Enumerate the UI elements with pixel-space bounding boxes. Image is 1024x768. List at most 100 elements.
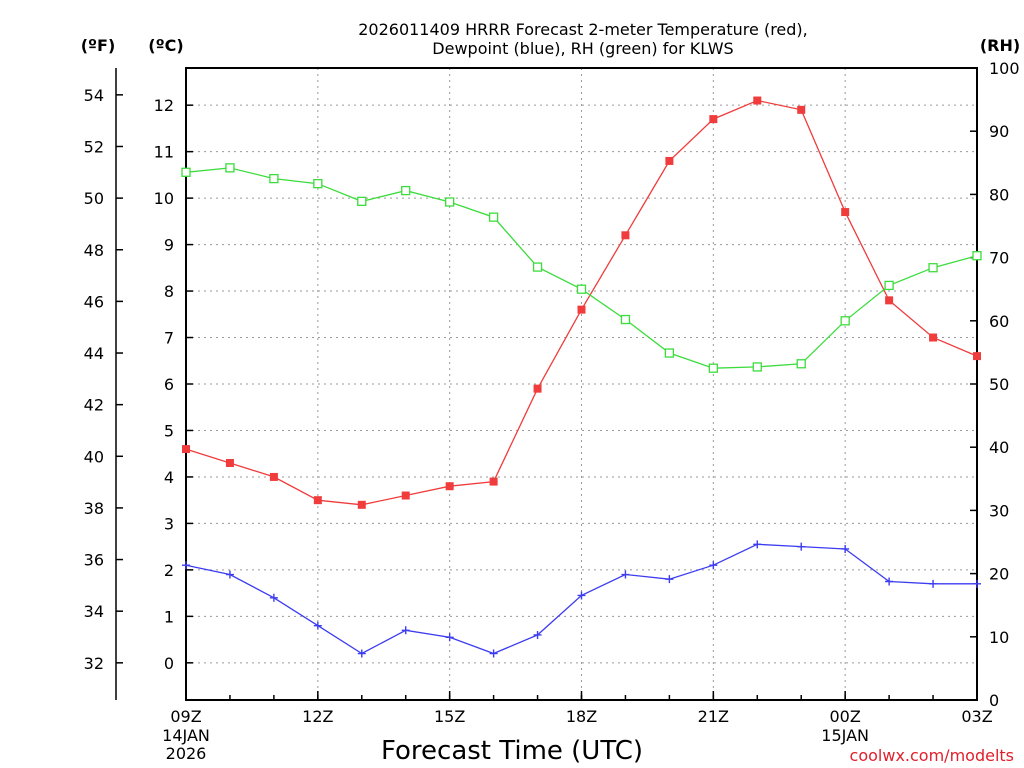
rh-point bbox=[708, 363, 718, 373]
text-layer: 2026011409 HRRR Forecast 2-meter Tempera… bbox=[81, 20, 1020, 766]
rh-point bbox=[269, 173, 279, 184]
axes bbox=[115, 67, 978, 701]
temperature-point bbox=[533, 384, 542, 393]
celsius-tick-label: 2 bbox=[164, 561, 174, 580]
celsius-tick-label: 10 bbox=[154, 189, 174, 208]
x-tick-label: 12Z bbox=[302, 707, 333, 726]
temperature-point bbox=[269, 472, 278, 481]
rh-point bbox=[752, 362, 762, 372]
fahrenheit-tick-label: 34 bbox=[84, 602, 104, 621]
dewpoint-point bbox=[841, 544, 850, 553]
x-tick-label: 00Z bbox=[830, 707, 861, 726]
x-tick-date-label: 15JAN bbox=[821, 726, 869, 745]
rh-point bbox=[225, 163, 235, 173]
temperature-point bbox=[445, 482, 454, 491]
rh-point bbox=[796, 359, 806, 369]
dewpoint-point bbox=[929, 579, 938, 588]
x-tick-label: 21Z bbox=[698, 707, 729, 726]
grid-lines bbox=[186, 68, 977, 700]
dewpoint-point bbox=[797, 542, 806, 551]
rh-point bbox=[181, 167, 191, 177]
dewpoint-point bbox=[973, 579, 981, 588]
x-tick-label: 03Z bbox=[961, 707, 992, 726]
dewpoint-point bbox=[313, 621, 322, 630]
temperature-point bbox=[885, 296, 894, 305]
rh-point bbox=[313, 179, 323, 189]
series-layer bbox=[181, 96, 982, 658]
rh-point bbox=[664, 348, 675, 358]
fahrenheit-tick-label: 50 bbox=[84, 189, 104, 208]
celsius-tick-label: 7 bbox=[164, 329, 174, 348]
temperature-series bbox=[182, 96, 981, 509]
dewpoint-point bbox=[709, 561, 718, 570]
rh-point bbox=[620, 314, 631, 325]
temperature-point bbox=[225, 459, 234, 467]
rh-point bbox=[488, 212, 499, 222]
rh-point bbox=[972, 251, 982, 261]
dewpoint-point bbox=[182, 561, 190, 570]
dewpoint-point bbox=[269, 593, 278, 602]
dewpoint-point bbox=[489, 649, 498, 658]
temperature-point bbox=[182, 445, 190, 454]
temperature-point bbox=[709, 115, 718, 124]
temperature-point bbox=[621, 231, 630, 240]
x-tick-label: 18Z bbox=[566, 707, 597, 726]
celsius-tick-label: 1 bbox=[164, 607, 174, 626]
rh-tick-label: 10 bbox=[989, 628, 1009, 647]
temperature-point bbox=[313, 496, 322, 505]
celsius-tick-label: 11 bbox=[154, 143, 174, 162]
celsius-tick-label: 9 bbox=[164, 236, 174, 255]
rh-point bbox=[576, 284, 587, 294]
temperature-point bbox=[797, 105, 806, 114]
rh-tick-label: 50 bbox=[989, 375, 1009, 394]
fahrenheit-tick-label: 42 bbox=[84, 396, 104, 415]
celsius-tick-label: 3 bbox=[164, 514, 174, 533]
dewpoint-point bbox=[401, 626, 410, 635]
temperature-point bbox=[973, 352, 981, 361]
fahrenheit-tick-label: 46 bbox=[84, 292, 104, 311]
dewpoint-point bbox=[753, 540, 762, 549]
rh-point bbox=[532, 262, 543, 272]
rh-tick-label: 40 bbox=[989, 438, 1009, 457]
fahrenheit-tick-label: 54 bbox=[84, 86, 104, 105]
rh-point bbox=[884, 280, 894, 291]
x-tick-label: 15Z bbox=[434, 707, 465, 726]
x-tick-label: 09Z bbox=[170, 707, 201, 726]
celsius-tick-label: 5 bbox=[164, 421, 174, 440]
x-tick-date-label: 14JAN bbox=[162, 726, 210, 745]
temperature-point bbox=[401, 491, 410, 500]
temperature-point bbox=[841, 208, 850, 217]
dewpoint-series bbox=[182, 540, 981, 658]
x-tick-year-label: 2026 bbox=[166, 744, 207, 763]
rh-series bbox=[181, 163, 982, 373]
rh-tick-label: 30 bbox=[989, 501, 1009, 520]
celsius-unit-label: (ºC) bbox=[148, 36, 183, 55]
dewpoint-point bbox=[577, 591, 586, 600]
rh-tick-label: 20 bbox=[989, 565, 1009, 584]
rh-point bbox=[928, 263, 938, 273]
rh-point bbox=[445, 197, 455, 207]
rh-tick-label: 90 bbox=[989, 122, 1009, 141]
temperature-point bbox=[489, 477, 498, 486]
temperature-point bbox=[357, 500, 366, 509]
temperature-point bbox=[577, 305, 586, 314]
celsius-tick-label: 4 bbox=[164, 468, 174, 487]
fahrenheit-tick-label: 36 bbox=[84, 551, 104, 570]
rh-point bbox=[401, 185, 411, 196]
fahrenheit-tick-label: 40 bbox=[84, 447, 104, 466]
chart-title-line2: Dewpoint (blue), RH (green) for KLWS bbox=[432, 39, 733, 58]
fahrenheit-tick-label: 44 bbox=[84, 344, 104, 363]
rh-point bbox=[840, 316, 850, 326]
dewpoint-point bbox=[665, 575, 674, 584]
dewpoint-point bbox=[225, 570, 234, 579]
rh-point bbox=[357, 196, 367, 207]
fahrenheit-tick-label: 32 bbox=[84, 654, 104, 673]
celsius-tick-label: 0 bbox=[164, 654, 174, 673]
celsius-tick-label: 6 bbox=[164, 375, 174, 394]
fahrenheit-tick-label: 38 bbox=[84, 499, 104, 518]
fahrenheit-tick-label: 48 bbox=[84, 241, 104, 260]
rh-tick-label: 60 bbox=[989, 312, 1009, 331]
temperature-point bbox=[665, 156, 674, 165]
rh-tick-label: 100 bbox=[989, 59, 1020, 78]
